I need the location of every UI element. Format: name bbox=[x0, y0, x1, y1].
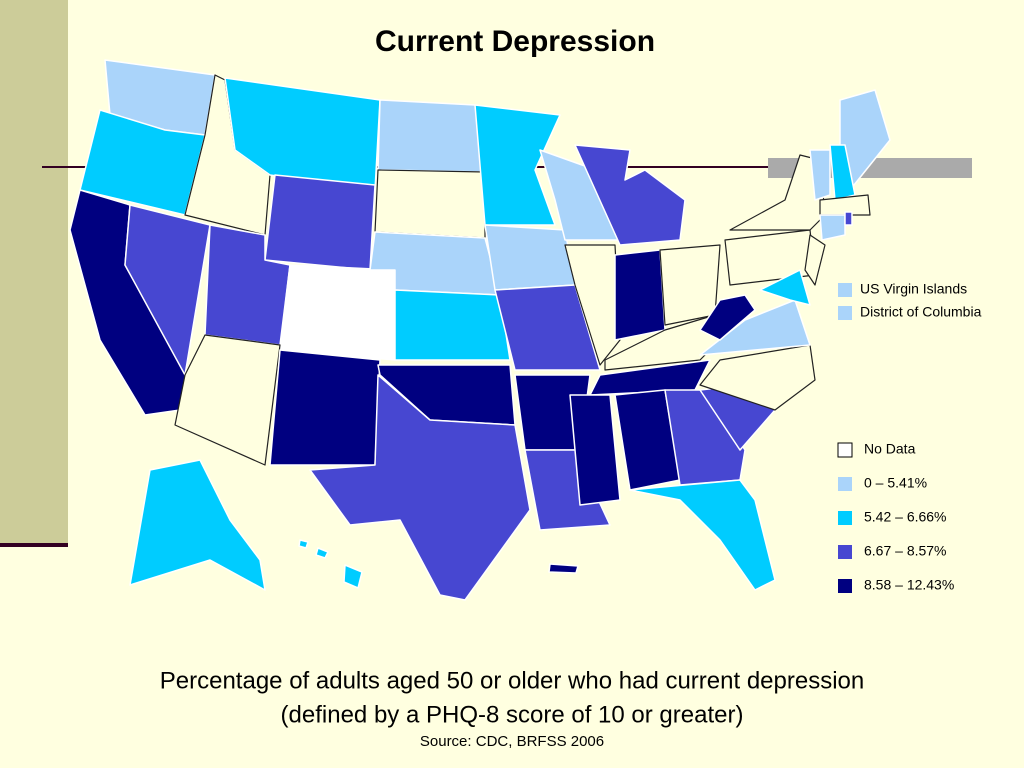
legend-label: US Virgin Islands bbox=[860, 281, 967, 297]
source: Source: CDC, BRFSS 2006 bbox=[420, 733, 604, 750]
territory-legend: US Virgin Islands District of Columbia bbox=[838, 281, 982, 320]
region bbox=[309, 374, 531, 601]
legend-swatch bbox=[838, 545, 852, 559]
legend-swatch bbox=[838, 579, 852, 593]
legend-swatch bbox=[837, 442, 853, 458]
legend-label: 5.42 – 6.66% bbox=[864, 509, 947, 525]
region bbox=[129, 459, 266, 591]
legend-swatch bbox=[838, 306, 852, 320]
legend-swatch bbox=[838, 511, 852, 525]
region bbox=[819, 194, 871, 216]
legend-label: 6.67 – 8.57% bbox=[864, 543, 947, 559]
caption: Percentage of adults aged 50 or older wh… bbox=[160, 667, 864, 694]
region bbox=[279, 264, 396, 361]
region bbox=[264, 174, 376, 271]
region bbox=[548, 563, 579, 574]
region bbox=[564, 244, 621, 366]
region bbox=[269, 349, 381, 466]
region bbox=[174, 334, 281, 466]
region bbox=[664, 389, 746, 486]
region bbox=[315, 547, 329, 559]
legend-label: No Data bbox=[864, 441, 916, 457]
legend-swatch bbox=[838, 283, 852, 297]
region bbox=[699, 344, 816, 411]
region bbox=[809, 149, 831, 201]
legend-label: 0 – 5.41% bbox=[864, 475, 927, 491]
region bbox=[804, 234, 826, 286]
region bbox=[484, 224, 576, 291]
legend-swatch bbox=[838, 477, 852, 491]
legend: No Data 0 – 5.41% 5.42 – 6.66% 6.67 – 8.57%… bbox=[837, 441, 954, 593]
legend-label: District of Columbia bbox=[860, 304, 982, 320]
region bbox=[569, 394, 621, 506]
region bbox=[829, 144, 856, 201]
region bbox=[614, 249, 666, 341]
region bbox=[494, 284, 601, 371]
legend-label: 8.58 – 12.43% bbox=[864, 577, 954, 593]
title: Current Depression bbox=[375, 25, 655, 58]
region bbox=[343, 564, 363, 589]
region bbox=[394, 289, 511, 361]
region bbox=[759, 269, 811, 306]
region bbox=[524, 449, 611, 531]
caption: (defined by a PHQ-8 score of 10 or great… bbox=[281, 701, 744, 728]
side-bar bbox=[0, 0, 68, 545]
region bbox=[298, 539, 309, 549]
region bbox=[377, 99, 486, 173]
region bbox=[839, 89, 891, 191]
region bbox=[374, 169, 486, 239]
region bbox=[629, 479, 776, 591]
region bbox=[699, 294, 756, 341]
region bbox=[819, 214, 846, 241]
region bbox=[844, 211, 853, 226]
map bbox=[69, 59, 891, 601]
region bbox=[574, 144, 686, 246]
region bbox=[474, 104, 561, 226]
